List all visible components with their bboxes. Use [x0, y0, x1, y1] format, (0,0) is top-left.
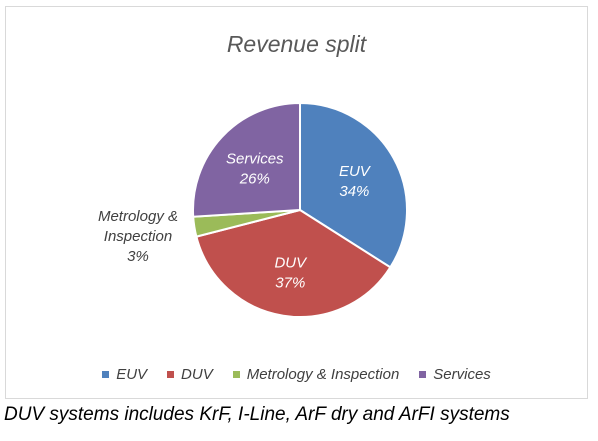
chart-legend: EUV DUV Metrology & Inspection Services	[6, 366, 587, 383]
legend-label-euv: EUV	[116, 366, 148, 383]
pie-chart: EUV 34% DUV 37% Services 26% Metrology & Inspec…	[98, 101, 408, 318]
legend-label-metrology: Metrology & Inspection	[246, 366, 400, 383]
legend-item-euv: EUV	[102, 366, 147, 383]
legend-item-metrology: Metrology & Inspection	[232, 366, 400, 383]
data-label-euv: EUV 34%	[339, 163, 372, 200]
legend-label-services: Services	[433, 366, 491, 383]
legend-swatch-euv	[102, 371, 110, 378]
footnote-caption: DUV systems includes KrF, I-Line, ArF dr…	[4, 404, 510, 425]
legend-item-services: Services	[419, 366, 491, 383]
legend-label-duv: DUV	[181, 366, 213, 383]
chart-container: Revenue split EUV 34% DUV 37% Services 26% Met…	[5, 6, 588, 399]
chart-title: Revenue split	[226, 31, 367, 57]
legend-swatch-services	[419, 371, 427, 378]
pie-slice-services	[192, 101, 301, 218]
data-label-services: Services 26%	[226, 151, 284, 188]
legend-swatch-duv	[167, 371, 175, 378]
legend-swatch-metrology	[232, 371, 240, 378]
data-label-duv: DUV 37%	[274, 254, 308, 291]
legend-item-duv: DUV	[167, 366, 213, 383]
pie-slice-duv	[195, 208, 392, 318]
data-label-metrology: Metrology & Inspection 3%	[98, 208, 178, 265]
